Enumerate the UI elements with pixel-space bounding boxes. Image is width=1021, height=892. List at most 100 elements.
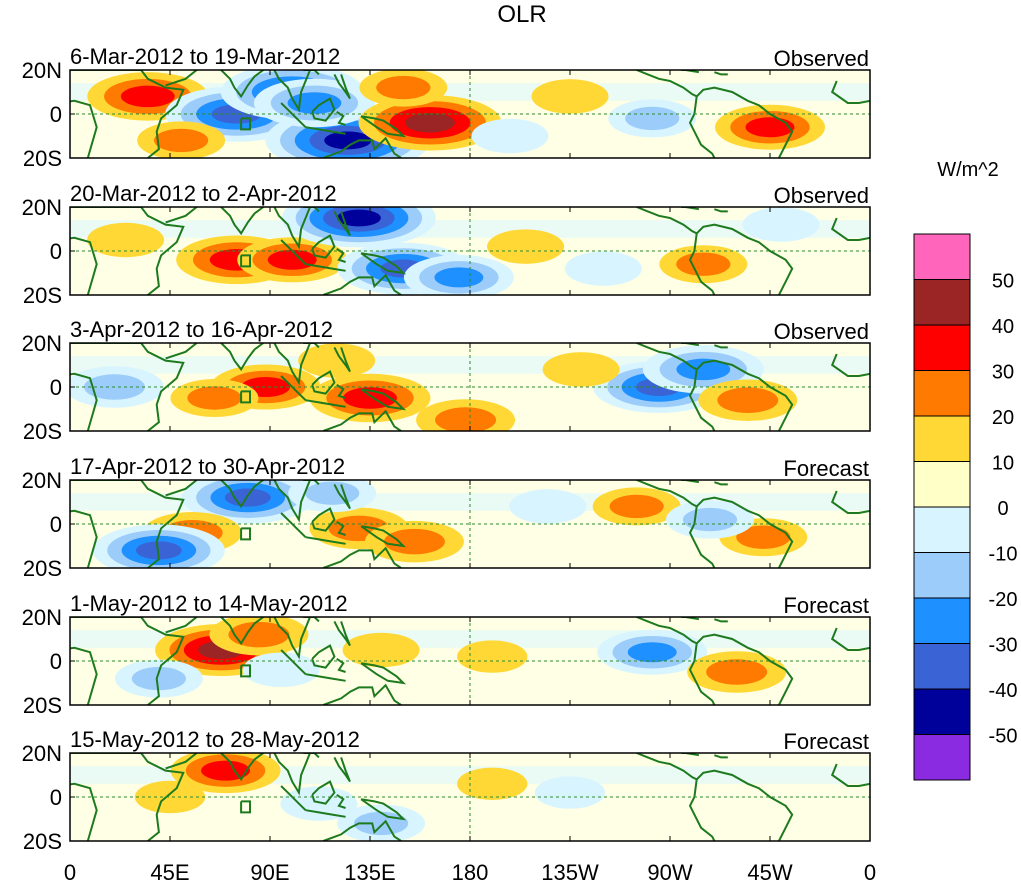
anomaly-contour-pos-20 (676, 252, 731, 276)
coastline (636, 480, 698, 508)
colorbar-swatch (913, 688, 971, 735)
anomaly-contour-pos-20 (383, 528, 445, 555)
y-tick-label: 20S (23, 693, 62, 718)
coastline (360, 115, 407, 138)
colorbar-level-label: 50 (992, 271, 1014, 293)
colorbar-swatch (913, 734, 971, 781)
x-tick-label: 90E (250, 860, 289, 885)
anomaly-contour-pos-30 (267, 249, 317, 270)
colorbar: W/m^2 50 40 30 20 10 0 -10 -20 -30 -40 -50 (913, 159, 1018, 781)
panel-3: 20N 0 20S 3-Apr-2012 to 16-Apr-2012 Observed (22, 317, 871, 444)
colorbar-units-label: W/m^2 (937, 159, 999, 181)
coastline (70, 207, 185, 295)
coastline (714, 208, 728, 213)
panel-period-label: 17-Apr-2012 to 30-Apr-2012 (70, 454, 345, 479)
colorbar-level-label: -10 (989, 544, 1018, 566)
coastline (311, 234, 336, 259)
anomaly-contour-neg-10 (242, 652, 320, 688)
colorbar-level-label: 20 (992, 407, 1014, 429)
coastline (695, 769, 794, 841)
coastline (636, 207, 698, 235)
coastline (165, 207, 198, 224)
coastline (70, 753, 98, 841)
coastline (695, 86, 794, 158)
anomaly-contour-pos-10 (87, 222, 165, 258)
colorbar-swatch (913, 324, 971, 371)
coastline (360, 252, 407, 275)
coastline (333, 210, 351, 237)
coastline (165, 617, 198, 634)
index-region-box (240, 664, 251, 678)
colorbar-swatch (913, 279, 971, 326)
coastline (273, 70, 311, 113)
coastline (695, 223, 794, 295)
index-region-box (240, 800, 251, 814)
coastline (220, 207, 264, 236)
index-region-box (240, 390, 251, 404)
anomaly-contour-pos-30 (745, 117, 795, 138)
coastline (830, 353, 870, 377)
coastline (303, 70, 320, 76)
coastline (714, 481, 728, 486)
x-tick-label: 45E (150, 860, 189, 885)
colorbar-swatch (913, 643, 971, 690)
anomaly-contour-pos-10 (134, 780, 206, 814)
y-tick-label: 0 (50, 375, 62, 400)
anomaly-contour-neg-10 (509, 489, 587, 524)
anomaly-contour-pos-10 (487, 229, 565, 264)
coastline (636, 753, 698, 781)
x-tick-label: 45W (747, 860, 792, 885)
anomaly-contour-pos-10 (457, 640, 528, 673)
panel-period-label: 3-Apr-2012 to 16-Apr-2012 (70, 317, 333, 342)
y-tick-label: 20S (23, 146, 62, 171)
coastline (830, 627, 870, 651)
coastline (70, 480, 98, 568)
colorbar-swatch (913, 461, 971, 508)
panel-period-label: 6-Mar-2012 to 19-Mar-2012 (70, 44, 340, 69)
coastline (165, 70, 198, 87)
x-tick-label: 90W (647, 860, 692, 885)
y-tick-label: 0 (50, 239, 62, 264)
colorbar-level-label: -50 (989, 726, 1018, 748)
anomaly-contour-pos-10 (457, 767, 528, 800)
anomaly-contour-pos-20 (187, 386, 242, 410)
coastline (636, 617, 698, 645)
coastline (322, 136, 402, 158)
coastline (305, 673, 346, 682)
x-tick-label: 135E (344, 860, 395, 885)
colorbar-swatch (913, 370, 971, 417)
coastline (303, 753, 320, 759)
coastline (681, 480, 700, 484)
panel-status-label: Observed (774, 183, 869, 208)
panel-status-label: Forecast (783, 729, 869, 754)
anomaly-contour-neg-10 (564, 251, 642, 286)
colorbar-level-label: -40 (989, 680, 1018, 702)
coastline (830, 80, 870, 104)
coastline (220, 70, 264, 99)
anomaly-contour-pos-20 (154, 128, 209, 153)
coastline (360, 662, 407, 685)
anomaly-contour-pos-10 (342, 632, 420, 668)
panel-1: 20N 0 20S 6-Mar-2012 to 19-Mar-2012 Observed (22, 44, 871, 171)
coastline (322, 683, 402, 705)
anomaly-contour-pos-30 (120, 85, 175, 108)
anomaly-field (70, 480, 870, 568)
coastline (322, 273, 402, 295)
panel-period-label: 20-Mar-2012 to 2-Apr-2012 (70, 181, 337, 206)
anomaly-contour-pos-20 (717, 387, 779, 413)
coastline (333, 346, 351, 373)
coastline (681, 207, 700, 211)
coastline (333, 483, 351, 510)
coastline (311, 507, 336, 532)
coastline (714, 344, 728, 349)
y-tick-label: 0 (50, 102, 62, 127)
x-tick-label: 180 (452, 860, 489, 885)
weak-anomaly-band (70, 220, 870, 238)
coastline (714, 618, 728, 623)
coastline (165, 343, 198, 360)
anomaly-contour-neg-10 (471, 118, 549, 154)
panel-period-label: 1-May-2012 to 14-May-2012 (70, 591, 348, 616)
anomaly-contour-pos-20 (609, 494, 664, 519)
anomaly-contour-pos-10 (542, 352, 620, 387)
